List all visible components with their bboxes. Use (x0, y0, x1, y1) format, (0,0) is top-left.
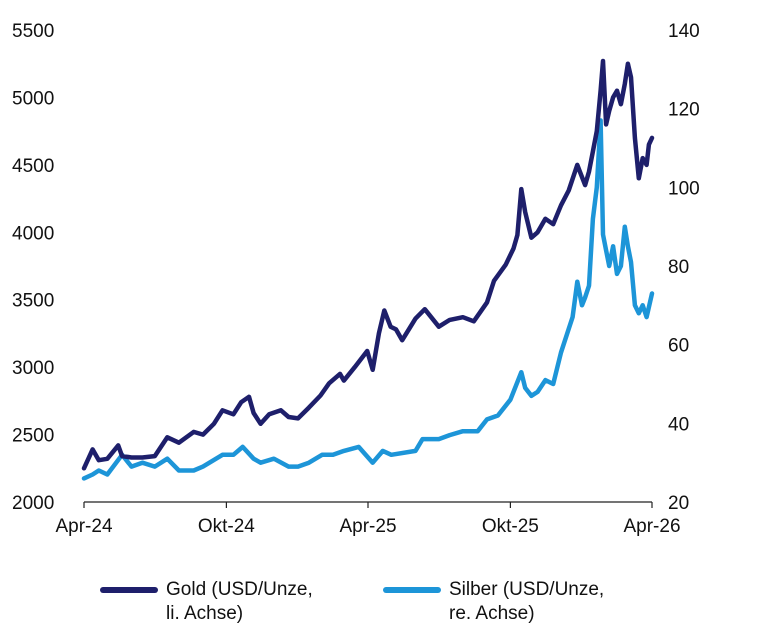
silver-legend-label: Silber (USD/Unze, re. Achse) (449, 579, 605, 624)
plot-series (81, 58, 655, 481)
right-y-tick-label: 20 (668, 493, 689, 514)
silver-legend-swatch (383, 587, 441, 593)
left-y-tick-label: 3000 (12, 358, 54, 379)
x-tick-label: Okt-24 (198, 516, 255, 537)
gold-series-line (81, 58, 655, 471)
left-y-tick-label: 3500 (12, 291, 54, 312)
gold-legend-label: Gold (USD/Unze, li. Achse) (166, 579, 313, 624)
x-tick-label: Okt-25 (482, 516, 539, 537)
right-y-tick-label: 40 (668, 414, 689, 435)
left-y-tick-label: 2500 (12, 426, 54, 447)
right-y-axis: 20 40 60 80 100 120 140 (668, 21, 700, 514)
left-y-tick-label: 5500 (12, 21, 54, 42)
left-y-tick-label: 5000 (12, 88, 54, 109)
left-y-tick-label: 2000 (12, 493, 54, 514)
right-y-tick-label: 60 (668, 336, 689, 357)
right-y-tick-label: 80 (668, 257, 689, 278)
x-tick-label: Apr-26 (623, 516, 680, 537)
legend-item-gold: Gold (USD/Unze, li. Achse) (100, 578, 313, 626)
x-tick-label: Apr-25 (339, 516, 396, 537)
left-y-axis: 2000 2500 3000 3500 4000 4500 5000 5500 (12, 21, 54, 514)
left-y-tick-label: 4000 (12, 223, 54, 244)
x-tick-label: Apr-24 (55, 516, 112, 537)
legend-item-silver: Silber (USD/Unze, re. Achse) (383, 578, 604, 626)
left-y-tick-label: 4500 (12, 156, 54, 177)
silver-series-line (81, 118, 655, 481)
right-y-tick-label: 120 (668, 100, 700, 121)
x-axis: Apr-24 Okt-24 Apr-25 Okt-25 Apr-26 (55, 501, 681, 537)
right-y-tick-label: 100 (668, 178, 700, 199)
gold-legend-swatch (100, 587, 158, 593)
right-y-tick-label: 140 (668, 21, 700, 42)
